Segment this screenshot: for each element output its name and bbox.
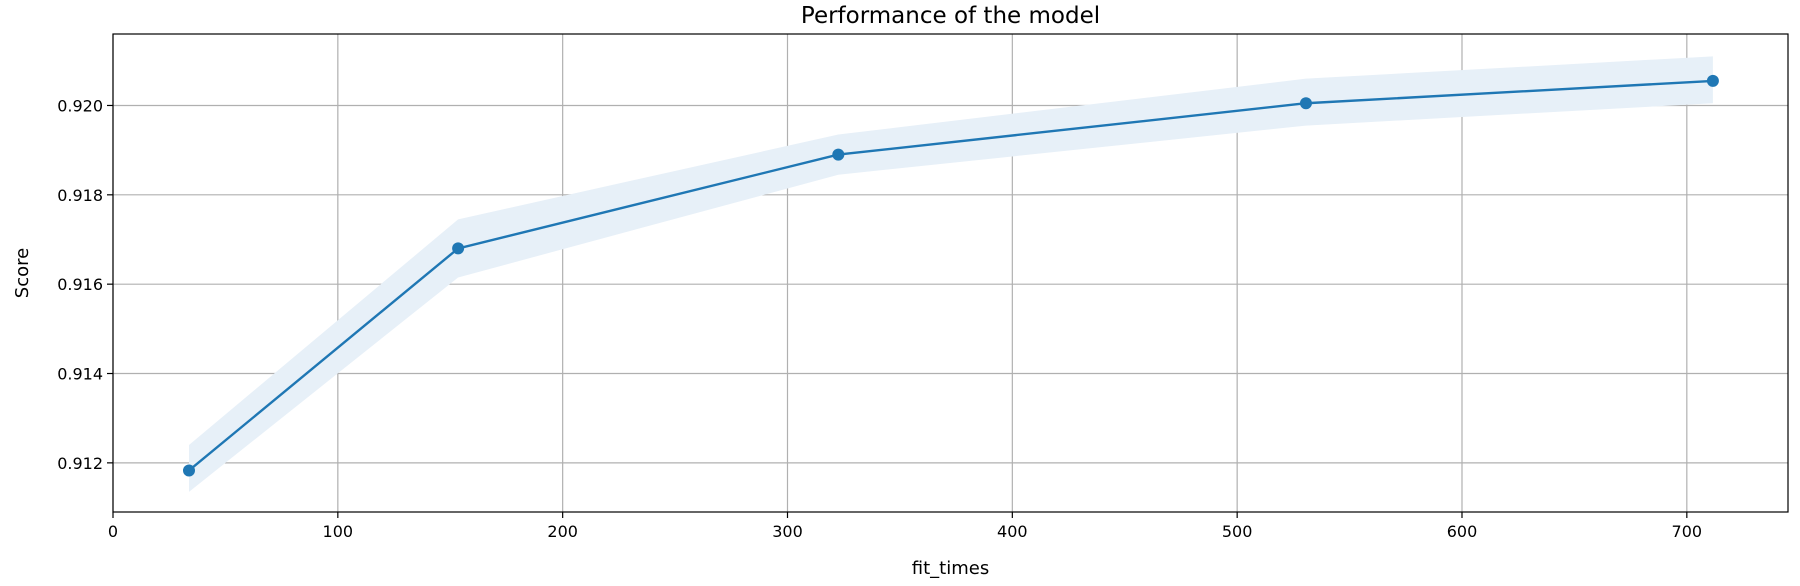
x-tick-label: 400 [997, 522, 1028, 541]
data-point [182, 464, 195, 477]
data-point [1299, 97, 1312, 110]
x-axis-ticks: 0 100 200 300 400 500 600 700 [108, 512, 1702, 541]
x-tick-label: 500 [1222, 522, 1253, 541]
plot-frame [112, 33, 1789, 513]
y-axis-ticks: 0.912 0.914 0.916 0.918 0.920 [57, 96, 113, 473]
chart-title: Performance of the model [801, 3, 1100, 29]
x-tick-label: 600 [1447, 522, 1478, 541]
data-point [452, 242, 465, 255]
y-tick-label: 0.916 [57, 275, 103, 294]
y-axis-label: Score [12, 248, 33, 298]
x-tick-label: 100 [323, 522, 354, 541]
x-tick-label: 200 [547, 522, 578, 541]
x-tick-label: 0 [108, 522, 118, 541]
x-tick-label: 300 [772, 522, 803, 541]
y-tick-label: 0.912 [57, 454, 103, 473]
data-points-layer [182, 74, 1719, 477]
data-point [1706, 74, 1719, 87]
x-axis-label: fit_times [912, 558, 989, 579]
y-tick-label: 0.918 [57, 186, 103, 205]
y-tick-label: 0.914 [57, 365, 103, 384]
data-point [832, 148, 845, 161]
y-tick-label: 0.920 [57, 96, 103, 115]
x-tick-label: 700 [1672, 522, 1703, 541]
